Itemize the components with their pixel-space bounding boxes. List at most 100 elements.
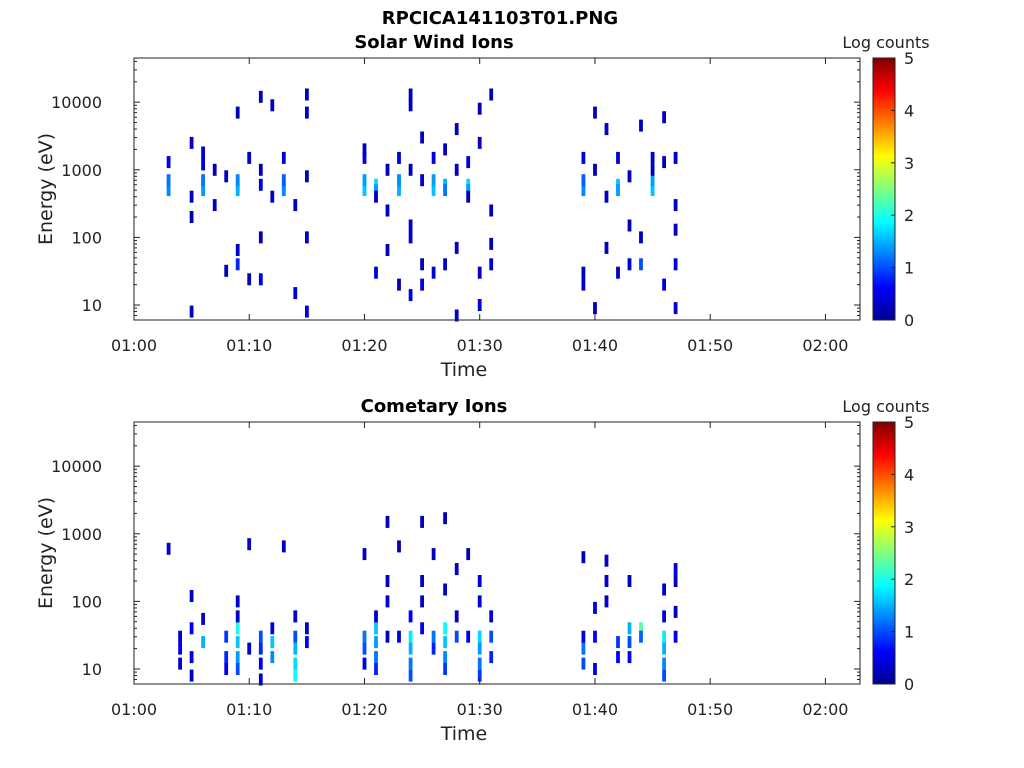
data-cell <box>362 174 367 187</box>
data-cell <box>189 622 194 635</box>
data-cell <box>466 630 471 643</box>
data-cell <box>305 170 309 183</box>
data-cell <box>650 151 655 164</box>
data-cell <box>443 651 447 664</box>
data-cell <box>258 231 263 244</box>
data-cell <box>454 630 459 643</box>
data-cell <box>235 622 240 635</box>
data-cell <box>673 151 678 164</box>
data-cell <box>650 163 655 176</box>
x-tick-label: 02:00 <box>802 336 848 355</box>
data-cell <box>247 538 252 551</box>
data-cell <box>443 622 447 635</box>
data-cell <box>477 657 482 670</box>
data-cell <box>650 184 655 197</box>
data-cell <box>166 542 171 555</box>
data-cell <box>639 119 643 132</box>
data-cell <box>616 651 620 664</box>
data-cell <box>385 204 390 217</box>
data-cell <box>593 163 597 176</box>
data-cell <box>374 184 378 197</box>
data-cell <box>293 657 298 670</box>
data-cell <box>454 309 459 322</box>
data-cell <box>281 174 286 187</box>
data-cell <box>466 190 471 203</box>
data-cell <box>397 278 401 291</box>
data-cell <box>235 258 240 271</box>
data-cell <box>477 299 482 311</box>
data-cell <box>201 184 205 197</box>
data-cell <box>362 548 367 561</box>
data-cell <box>477 102 482 115</box>
data-cell <box>385 630 390 643</box>
data-cell <box>166 174 171 187</box>
data-cell <box>408 289 413 302</box>
data-cell <box>673 258 678 271</box>
data-cell <box>443 636 447 649</box>
figure-title: RPCICA141103T01.PNG <box>382 8 618 29</box>
data-cell <box>305 88 309 101</box>
x-tick-label: 01:30 <box>457 336 503 355</box>
data-cell <box>454 610 459 623</box>
cometary-panel: 01:00 01:10 01:20 01:30 01:40 01:50 02:0010100… <box>35 396 930 745</box>
data-cell <box>270 651 275 664</box>
data-cell <box>362 630 367 643</box>
data-cell <box>616 636 620 649</box>
data-cell <box>408 99 413 112</box>
data-cell <box>305 305 309 318</box>
colorbar-tick-label: 2 <box>904 570 914 589</box>
data-cell <box>477 642 482 655</box>
data-cell <box>673 630 678 643</box>
data-cell <box>362 642 367 655</box>
data-cell <box>258 642 263 655</box>
data-cell <box>420 515 424 528</box>
data-cell <box>178 630 182 643</box>
data-cell <box>581 551 586 564</box>
data-cell <box>420 174 424 187</box>
data-cell <box>431 642 436 655</box>
x-tick-label: 01:20 <box>341 336 387 355</box>
data-cell <box>201 158 205 171</box>
data-cell <box>189 305 194 318</box>
data-cell <box>189 590 194 602</box>
data-cell <box>362 143 367 156</box>
data-cell <box>420 278 424 291</box>
data-cell <box>604 595 609 608</box>
x-tick-label: 01:20 <box>341 700 387 719</box>
data-cell <box>673 223 678 236</box>
data-cell <box>443 258 447 271</box>
x-tick-label: 01:40 <box>572 700 618 719</box>
colorbar <box>872 57 896 321</box>
panel-title: Solar Wind Ions <box>354 32 513 53</box>
plot-frame <box>133 57 861 321</box>
data-cell <box>305 622 309 635</box>
data-cell <box>489 630 494 643</box>
data-cell <box>420 595 424 608</box>
colorbar <box>872 421 896 685</box>
data-cell <box>673 563 678 576</box>
data-cell <box>270 636 275 649</box>
data-cell <box>235 184 240 197</box>
data-cell <box>374 651 378 664</box>
data-cell <box>224 264 229 277</box>
x-tick-label: 01:00 <box>111 700 157 719</box>
data-cell <box>662 583 666 596</box>
data-cell <box>270 99 275 112</box>
data-cell <box>443 512 447 525</box>
data-cell <box>247 642 252 655</box>
data-cell <box>650 174 655 187</box>
data-cell <box>281 151 286 164</box>
data-cell <box>166 184 171 197</box>
data-cell <box>581 174 586 187</box>
colorbar-tick-label: 1 <box>904 259 914 278</box>
data-cell <box>627 651 632 664</box>
data-cell <box>662 156 666 169</box>
colorbar-tick-label: 5 <box>904 413 914 432</box>
x-axis-label: Time <box>440 359 488 381</box>
data-cell <box>293 287 298 300</box>
data-cell <box>201 174 205 187</box>
data-cell <box>293 199 298 212</box>
data-cell <box>178 657 182 670</box>
data-cell <box>385 575 390 587</box>
data-cell <box>431 630 436 643</box>
